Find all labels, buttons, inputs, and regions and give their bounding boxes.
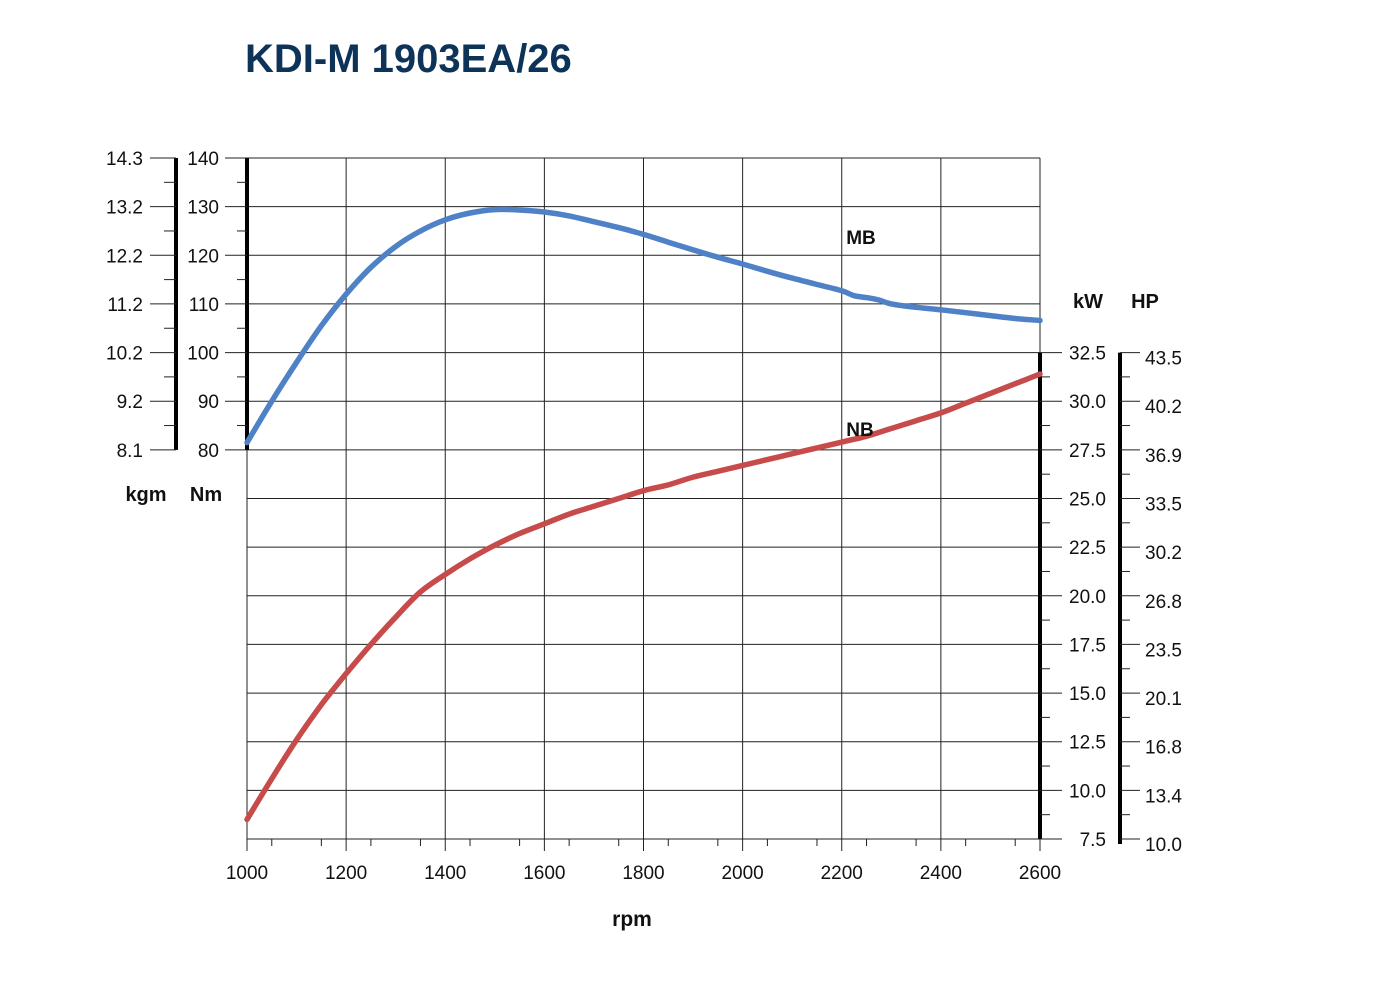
series-label-mb: MB <box>846 228 876 249</box>
kw-tick-label: 32.5 <box>1069 344 1106 365</box>
nm-tick-label: 110 <box>189 295 219 316</box>
kw-tick-label: 7.5 <box>1080 830 1106 851</box>
x-tick-label: 2200 <box>821 863 863 884</box>
x-tick-label: 2000 <box>721 863 763 884</box>
hp-tick-label: 23.5 <box>1145 640 1182 661</box>
x-tick-label: 1000 <box>226 863 268 884</box>
kw-tick-label: 27.5 <box>1069 441 1106 462</box>
kw-axis-label: kW <box>1073 291 1103 313</box>
x-axis-label: rpm <box>612 908 652 931</box>
x-tick-label: 1200 <box>325 863 367 884</box>
axes <box>150 157 1140 844</box>
hp-tick-label: 13.4 <box>1145 786 1182 807</box>
kgm-tick-label: 14.3 <box>106 149 143 170</box>
nm-tick-label: 80 <box>198 441 219 462</box>
hp-axis-label: HP <box>1131 291 1159 313</box>
hp-tick-label: 30.2 <box>1145 543 1182 564</box>
kw-tick-label: 15.0 <box>1069 684 1106 705</box>
chart-title: KDI-M 1903EA/26 <box>245 37 572 81</box>
nm-tick-label: 120 <box>187 246 219 267</box>
series-lines <box>244 206 1043 823</box>
hp-tick-label: 16.8 <box>1145 738 1182 759</box>
x-tick-label: 1600 <box>523 863 565 884</box>
kw-tick-label: 12.5 <box>1069 733 1106 754</box>
x-tick-label: 2600 <box>1019 863 1061 884</box>
kw-tick-label: 20.0 <box>1069 587 1106 608</box>
x-tick-label: 1800 <box>622 863 664 884</box>
kw-tick-label: 25.0 <box>1069 490 1106 511</box>
nm-tick-label: 100 <box>187 344 219 365</box>
kgm-axis-label: kgm <box>125 484 166 506</box>
x-tick-label: 2400 <box>920 863 962 884</box>
series-line-mb <box>244 206 1043 446</box>
x-tick-label: 1400 <box>424 863 466 884</box>
kgm-tick-label: 9.2 <box>117 392 143 413</box>
kw-tick-label: 10.0 <box>1069 781 1106 802</box>
hp-tick-label: 43.5 <box>1145 349 1182 370</box>
nm-tick-label: 90 <box>198 392 219 413</box>
kgm-tick-label: 12.2 <box>106 246 143 267</box>
hp-tick-label: 26.8 <box>1145 592 1182 613</box>
hp-tick-label: 36.9 <box>1145 446 1182 467</box>
grid <box>246 157 1041 851</box>
hp-tick-label: 10.0 <box>1145 835 1182 856</box>
kgm-tick-label: 10.2 <box>106 344 143 365</box>
series-line-nb <box>244 371 1043 823</box>
kw-tick-label: 22.5 <box>1069 538 1106 559</box>
nm-axis-label: Nm <box>190 484 222 506</box>
nm-tick-label: 130 <box>187 198 219 219</box>
nm-tick-label: 140 <box>187 149 219 170</box>
hp-tick-label: 40.2 <box>1145 397 1182 418</box>
kgm-tick-label: 11.2 <box>107 295 143 316</box>
hp-tick-label: 33.5 <box>1145 495 1182 516</box>
kw-tick-label: 30.0 <box>1069 392 1106 413</box>
kgm-tick-label: 8.1 <box>117 441 143 462</box>
kw-tick-label: 17.5 <box>1069 635 1106 656</box>
tick-labels: 80 90 100 110 120 130 140 8.1 9.2 10.2 11.2 12.2 13.… <box>106 149 1182 884</box>
series-label-nb: NB <box>846 420 873 441</box>
hp-tick-label: 20.1 <box>1145 689 1182 710</box>
kgm-tick-label: 13.2 <box>106 198 143 219</box>
